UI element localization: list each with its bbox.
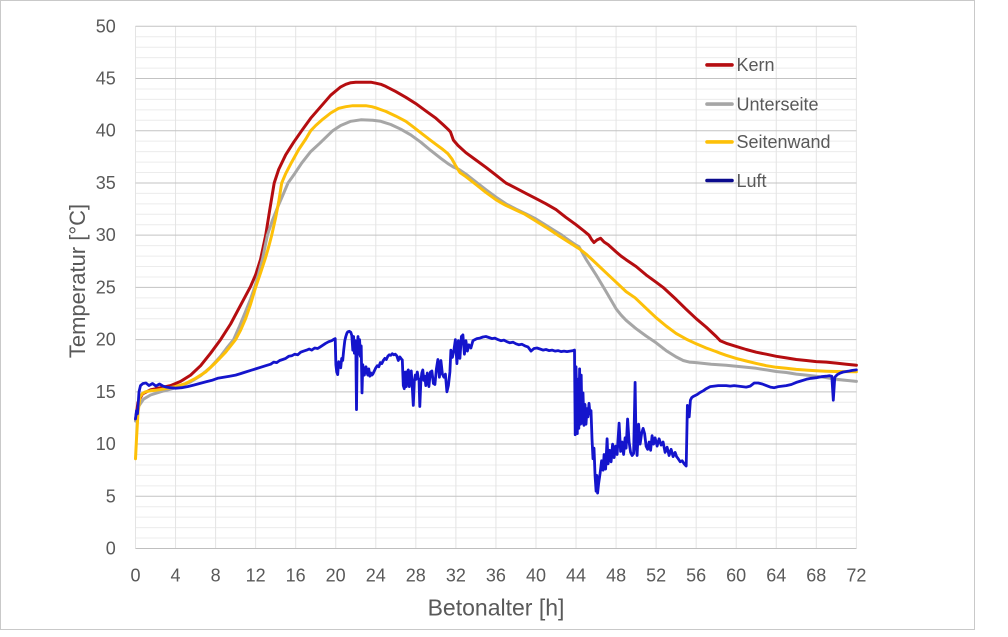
svg-text:24: 24 — [366, 565, 386, 585]
svg-text:36: 36 — [486, 565, 506, 585]
svg-text:64: 64 — [766, 565, 786, 585]
svg-text:60: 60 — [726, 565, 746, 585]
svg-text:10: 10 — [96, 434, 116, 454]
svg-text:4: 4 — [170, 565, 180, 585]
svg-text:15: 15 — [96, 382, 116, 402]
svg-text:50: 50 — [96, 16, 116, 36]
svg-text:28: 28 — [406, 565, 426, 585]
svg-text:45: 45 — [96, 69, 116, 89]
svg-text:16: 16 — [286, 565, 306, 585]
svg-text:52: 52 — [646, 565, 666, 585]
svg-text:35: 35 — [96, 173, 116, 193]
svg-text:25: 25 — [96, 277, 116, 297]
svg-text:40: 40 — [526, 565, 546, 585]
svg-text:44: 44 — [566, 565, 586, 585]
svg-text:48: 48 — [606, 565, 626, 585]
svg-text:0: 0 — [106, 539, 116, 559]
svg-text:5: 5 — [106, 486, 116, 506]
svg-text:56: 56 — [686, 565, 706, 585]
svg-text:Temperatur [°C]: Temperatur [°C] — [65, 204, 90, 358]
svg-text:30: 30 — [96, 225, 116, 245]
svg-text:Luft: Luft — [737, 171, 767, 191]
svg-text:8: 8 — [211, 565, 221, 585]
svg-text:Kern: Kern — [737, 55, 775, 75]
svg-text:Unterseite: Unterseite — [737, 94, 819, 114]
svg-text:0: 0 — [130, 565, 140, 585]
svg-text:Seitenwand: Seitenwand — [737, 132, 831, 152]
svg-text:32: 32 — [446, 565, 466, 585]
svg-text:40: 40 — [96, 121, 116, 141]
svg-text:68: 68 — [806, 565, 826, 585]
svg-text:20: 20 — [326, 565, 346, 585]
svg-text:Betonalter [h]: Betonalter [h] — [428, 595, 565, 621]
svg-text:20: 20 — [96, 330, 116, 350]
svg-text:72: 72 — [846, 565, 866, 585]
svg-text:12: 12 — [246, 565, 266, 585]
